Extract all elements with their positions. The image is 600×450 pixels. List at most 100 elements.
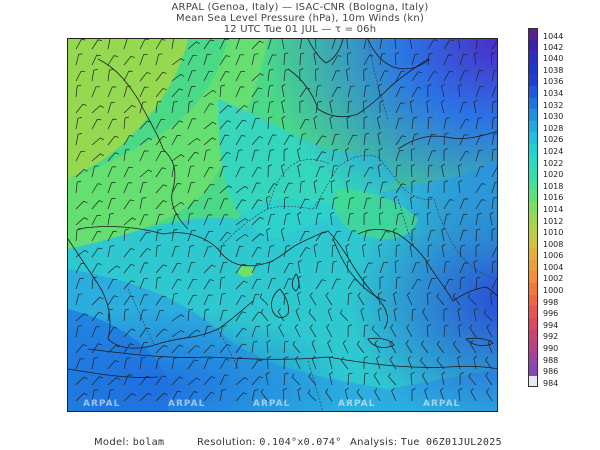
wind-barb xyxy=(123,357,131,370)
wind-barb xyxy=(203,246,212,258)
wind-barb xyxy=(171,293,178,306)
wind-barb xyxy=(363,68,368,82)
header-line-2: Mean Sea Level Pressure (hPa), 10m Winds… xyxy=(176,13,424,24)
wind-barb xyxy=(107,265,121,274)
wind-barb xyxy=(491,228,496,241)
wind-barb xyxy=(473,259,478,274)
wind-barb xyxy=(363,262,373,274)
wind-barb xyxy=(393,291,397,306)
wind-barb xyxy=(171,58,185,66)
wind-barb xyxy=(251,278,261,290)
wind-barb xyxy=(251,101,259,114)
wind-barb xyxy=(441,83,445,98)
wind-barb xyxy=(331,244,337,258)
wind-barb xyxy=(155,167,167,178)
wind-barb xyxy=(139,231,151,242)
wind-barb xyxy=(379,196,385,210)
wind-barb xyxy=(443,70,454,82)
colorbar-label: 1008 xyxy=(543,239,564,249)
wind-barb xyxy=(362,243,367,258)
wind-barb xyxy=(313,51,318,66)
wind-barb xyxy=(344,387,349,402)
wind-barb xyxy=(171,357,178,370)
wind-barb xyxy=(171,154,185,162)
wind-barb xyxy=(436,356,445,370)
wind-barb xyxy=(75,53,83,66)
wind-barb xyxy=(485,388,493,402)
wind-barb xyxy=(91,39,102,50)
wind-barb xyxy=(203,376,216,386)
colorbar-cell: 1032 xyxy=(528,97,563,110)
wind-barb xyxy=(491,148,497,162)
wind-barb xyxy=(346,67,351,82)
wind-barb xyxy=(283,292,289,306)
header-line-1: ARPAL (Genoa, Italy) — ISAC-CNR (Bologna… xyxy=(171,2,429,13)
wind-barb xyxy=(203,279,214,290)
wind-barb xyxy=(155,184,168,194)
wind-barb xyxy=(379,52,386,66)
arpal-watermark: ARPAL xyxy=(168,399,206,409)
wind-barb xyxy=(299,133,307,146)
wind-barb xyxy=(107,295,119,306)
colorbar-cell: 1038 xyxy=(528,62,563,75)
wind-barb xyxy=(187,165,195,178)
wind-barb xyxy=(475,39,478,50)
wind-barb xyxy=(75,103,87,114)
wind-barb xyxy=(75,344,88,354)
wind-barb xyxy=(139,101,147,114)
wind-barb xyxy=(427,39,438,50)
wind-barb xyxy=(187,377,201,386)
wind-barb xyxy=(123,116,129,130)
wind-barb xyxy=(347,52,352,66)
wind-barb xyxy=(315,279,326,290)
wind-barb xyxy=(139,356,146,370)
wind-barb xyxy=(377,83,382,98)
wind-barb xyxy=(123,228,129,242)
wind-barb xyxy=(155,244,161,258)
wind-barb xyxy=(235,119,247,130)
wind-barb xyxy=(389,340,397,354)
wind-barb xyxy=(458,179,463,194)
wind-barb xyxy=(91,105,104,114)
wind-barb xyxy=(315,39,317,50)
wind-barb xyxy=(171,164,178,178)
wind-barb xyxy=(283,196,289,210)
wind-barb xyxy=(155,88,167,98)
wind-barb xyxy=(309,292,317,306)
wind-barb xyxy=(283,340,289,354)
borders xyxy=(127,39,497,411)
wind-barb xyxy=(411,180,416,194)
wind-barb xyxy=(283,262,294,274)
wind-barb xyxy=(171,120,184,130)
wind-barb xyxy=(299,180,305,194)
colorbar-label: 1010 xyxy=(543,228,564,238)
wind-barb xyxy=(427,278,436,290)
colorbar-cell: 1026 xyxy=(528,132,563,144)
wind-barb xyxy=(439,387,445,402)
wind-barb xyxy=(356,388,365,402)
wind-barb xyxy=(410,164,416,178)
wind-barb xyxy=(443,39,455,50)
wind-barb xyxy=(373,372,381,386)
wind-barb xyxy=(91,263,102,274)
wind-barb xyxy=(267,101,274,114)
wind-barb xyxy=(331,55,342,66)
wind-barb xyxy=(421,372,429,386)
wind-barb xyxy=(267,260,274,274)
wind-barb xyxy=(490,291,495,306)
wind-barb xyxy=(411,308,417,322)
map-canvas xyxy=(68,39,497,411)
wind-barb xyxy=(411,87,422,98)
wind-barb xyxy=(219,293,226,306)
colorbar-cell: 1036 xyxy=(528,74,563,86)
colorbar-label: 988 xyxy=(543,355,559,365)
wind-barb xyxy=(411,71,423,82)
wind-barb xyxy=(311,355,317,370)
wind-barb xyxy=(75,217,88,226)
wind-barb xyxy=(251,182,261,194)
wind-barb xyxy=(331,149,339,162)
wind-barb xyxy=(411,279,422,290)
wind-barb xyxy=(235,70,246,82)
wind-barb xyxy=(187,54,198,66)
arpal-watermark: ARPAL xyxy=(83,399,121,409)
